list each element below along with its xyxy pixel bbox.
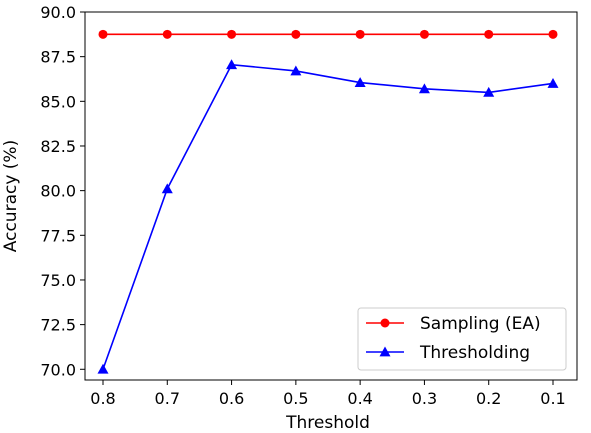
x-axis: 0.8 0.7 0.6 0.5 0.4 0.3 0.2 0.1 [90,380,566,408]
y-tick-label: 87.5 [40,48,76,67]
x-tick-label: 0.6 [219,389,244,408]
x-tick-label: 0.7 [155,389,180,408]
data-point-sampling-ea [419,29,429,39]
y-tick-label: 70.0 [40,360,76,379]
data-point-sampling-ea [227,29,237,39]
y-tick-label: 80.0 [40,182,76,201]
x-axis-label: Threshold [285,413,370,433]
x-tick-label: 0.2 [476,389,501,408]
y-tick-label: 82.5 [40,137,76,156]
y-tick-label: 85.0 [40,92,76,111]
data-point-thresholding [483,86,495,97]
x-tick-label: 0.3 [412,389,437,408]
legend: Sampling (EA) Thresholding [357,307,567,371]
data-point-thresholding [161,183,173,194]
legend-marker-thresholding [379,346,391,357]
legend-label-sampling-ea: Sampling (EA) [420,314,541,334]
data-point-thresholding [354,77,366,87]
x-tick-label: 0.1 [540,389,565,408]
x-tick-label: 0.5 [283,389,308,408]
x-tick-label: 0.8 [90,389,115,408]
y-tick-label: 77.5 [40,226,76,245]
data-point-sampling-ea [162,29,172,39]
plot-area [97,29,559,374]
data-point-thresholding [418,83,430,94]
x-tick-label: 0.4 [347,389,372,408]
y-axis: 70.0 72.5 75.0 77.5 80.0 82.5 85.0 87.5 90.0 [40,3,85,379]
data-point-sampling-ea [484,29,494,39]
y-tick-label: 75.0 [40,271,76,290]
data-point-sampling-ea [98,29,108,39]
y-axis-label: Accuracy (%) [1,140,21,252]
plot-frame [84,11,578,381]
data-point-sampling-ea [548,29,558,39]
legend-marker-sampling-ea [380,318,390,328]
data-point-thresholding [97,363,109,374]
data-point-thresholding [547,77,559,88]
legend-label-thresholding: Thresholding [419,343,530,363]
data-point-thresholding [226,59,238,70]
data-point-sampling-ea [355,29,365,39]
y-tick-label: 90.0 [40,3,76,22]
data-point-thresholding [290,65,302,76]
series-line-thresholding [102,63,554,370]
y-tick-label: 72.5 [40,316,76,335]
legend-frame [357,307,567,371]
data-point-sampling-ea [291,29,301,39]
